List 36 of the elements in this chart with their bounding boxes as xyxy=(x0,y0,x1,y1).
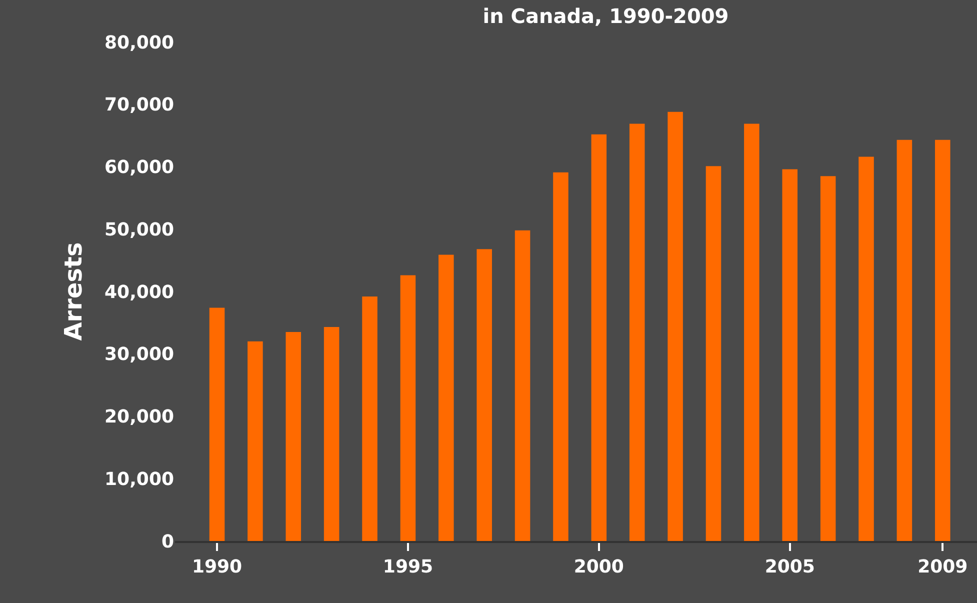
bar xyxy=(362,296,378,541)
bar xyxy=(744,124,760,541)
x-tick-label: 1990 xyxy=(192,556,242,578)
x-tick-label: 2000 xyxy=(574,556,624,578)
bar xyxy=(286,332,302,541)
y-axis-title: Arrests xyxy=(60,242,88,341)
y-tick-label: 0 xyxy=(161,531,174,552)
bar xyxy=(553,172,568,541)
y-tick-label: 50,000 xyxy=(104,219,174,240)
bar xyxy=(400,275,416,541)
y-tick-label: 60,000 xyxy=(104,157,174,178)
x-tick-label: 1995 xyxy=(382,556,434,578)
y-tick-label: 80,000 xyxy=(104,32,174,54)
bar xyxy=(706,166,722,541)
bar xyxy=(629,124,645,541)
bar xyxy=(324,327,340,541)
bar xyxy=(820,176,836,541)
bar xyxy=(858,156,874,541)
bar xyxy=(934,140,950,541)
x-tick-label: 2005 xyxy=(764,556,815,578)
y-tick-label: 20,000 xyxy=(104,406,174,428)
bar xyxy=(668,112,683,541)
bar xyxy=(591,134,607,541)
bar xyxy=(896,140,912,541)
y-tick-label: 30,000 xyxy=(104,344,174,366)
y-tick-label: 10,000 xyxy=(104,468,174,490)
chart-title: in Canada, 1990-2009 xyxy=(482,4,729,28)
bar xyxy=(476,249,492,541)
y-tick-label: 40,000 xyxy=(104,282,174,303)
bar xyxy=(209,308,225,541)
x-tick-label: 2009 xyxy=(918,556,968,578)
bar xyxy=(248,341,263,541)
bar xyxy=(438,254,454,541)
bar xyxy=(782,169,798,541)
bar xyxy=(514,230,530,541)
y-tick-label: 70,000 xyxy=(104,94,174,116)
